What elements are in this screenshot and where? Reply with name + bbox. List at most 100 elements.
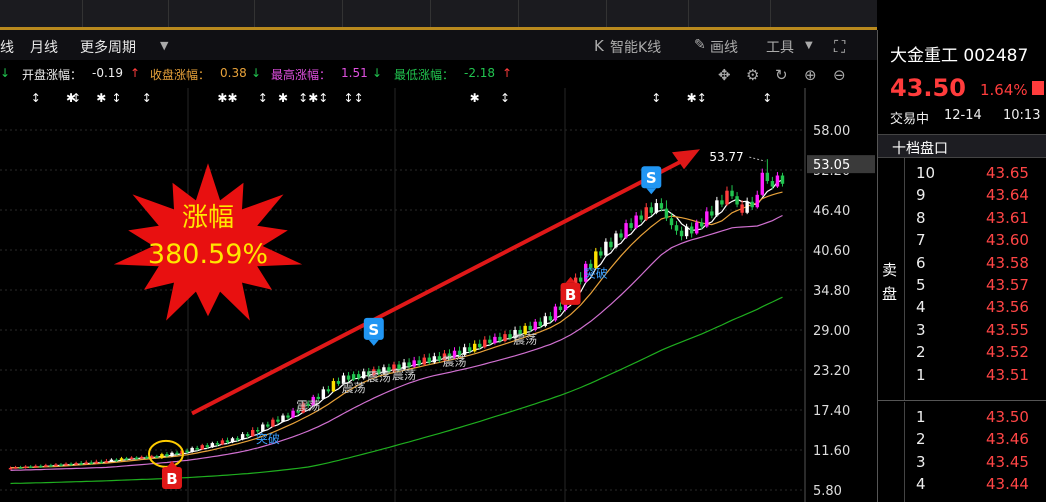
event-marker[interactable]: ✱ xyxy=(278,91,288,105)
level-number: 9 xyxy=(916,186,926,205)
refresh-icon[interactable]: ↻ xyxy=(775,66,788,84)
y-tick-label: 23.20 xyxy=(813,364,850,379)
event-marker[interactable]: ↕ xyxy=(111,91,121,105)
window-tab[interactable] xyxy=(168,0,255,30)
sell-level-row[interactable]: 2 43.52 xyxy=(904,343,1046,365)
candle-body xyxy=(533,321,537,330)
sell-level-row[interactable]: 4 43.56 xyxy=(904,298,1046,320)
y-tick-label: 5.80 xyxy=(813,484,842,499)
sell-level-row[interactable]: 1 43.51 xyxy=(904,366,1046,388)
candle-body xyxy=(250,430,255,437)
kline-chart[interactable]: 58.0052.2046.4040.6034.8029.0023.2017.40… xyxy=(0,88,877,502)
window-tab[interactable] xyxy=(688,0,771,30)
highlight-circle xyxy=(147,439,184,468)
signal-pointer xyxy=(368,339,379,346)
window-tab[interactable] xyxy=(342,0,431,30)
window-tab[interactable] xyxy=(254,0,343,30)
candle-body xyxy=(700,222,704,227)
event-marker[interactable]: ↕ xyxy=(651,91,661,105)
candle-body xyxy=(361,371,366,379)
candle-body xyxy=(619,233,623,238)
up-arrow-icon: ↑ xyxy=(502,66,513,80)
event-marker[interactable]: ↕ xyxy=(258,91,268,105)
tab-line[interactable]: 线 xyxy=(0,40,14,56)
window-tab[interactable] xyxy=(770,0,877,30)
window-tab-strip xyxy=(0,0,877,30)
zoom-out-icon[interactable]: ⊖ xyxy=(833,66,846,84)
event-marker[interactable]: ↕✱↕ xyxy=(298,91,328,105)
tools-dropdown-icon[interactable]: ▼ xyxy=(805,40,813,51)
sell-level-row[interactable]: 8 43.61 xyxy=(904,209,1046,231)
zoom-in-icon[interactable]: ⊕ xyxy=(804,66,817,84)
sell-level-row[interactable]: 6 43.58 xyxy=(904,254,1046,276)
window-tab[interactable] xyxy=(518,0,607,30)
rise-badge-value: 380.59% xyxy=(148,239,268,270)
move-icon[interactable]: ✥ xyxy=(718,66,731,84)
candle-body xyxy=(599,251,603,256)
buy-level-row[interactable]: 4 43.44 xyxy=(904,475,1046,497)
sell-level-row[interactable]: 7 43.60 xyxy=(904,231,1046,253)
event-marker[interactable]: ✱↕ xyxy=(687,91,707,105)
candle-body xyxy=(725,190,729,205)
high-price-annotation: 53.77 xyxy=(709,150,743,164)
candle-body xyxy=(346,375,351,380)
candle-body xyxy=(367,371,371,376)
candle-body xyxy=(634,215,638,228)
candle-body xyxy=(659,203,664,209)
event-marker[interactable]: ↕ xyxy=(500,91,510,105)
y-tick-label: 34.80 xyxy=(813,284,850,299)
sell-level-row[interactable]: 10 43.65 xyxy=(904,164,1046,186)
event-marker[interactable]: ↕↕ xyxy=(344,91,364,105)
event-marker[interactable]: ✱ xyxy=(66,91,76,105)
window-tab[interactable] xyxy=(0,0,83,30)
stock-code: 002487 xyxy=(963,46,1029,66)
candle-body xyxy=(710,211,714,216)
level-number: 10 xyxy=(916,164,936,182)
more-periods-dropdown-icon[interactable]: ▼ xyxy=(160,39,169,52)
candle-body xyxy=(306,403,310,406)
candle-body xyxy=(356,374,361,379)
window-tab[interactable] xyxy=(82,0,169,30)
fullscreen-icon[interactable]: ⛶ xyxy=(834,37,846,56)
buy-level-row[interactable]: 3 43.45 xyxy=(904,453,1046,475)
draw-line-button[interactable]: 画线 xyxy=(710,40,738,56)
buy-level-row[interactable]: 1 43.50 xyxy=(904,408,1046,430)
tools-button[interactable]: 工具 xyxy=(766,40,794,56)
tab-more-periods[interactable]: 更多周期 xyxy=(80,40,136,56)
candle-body xyxy=(609,241,613,248)
buy-level-row[interactable]: 2 43.46 xyxy=(904,430,1046,452)
signal-pointer xyxy=(646,188,657,195)
candle-body xyxy=(760,172,765,195)
event-marker[interactable]: ↕ xyxy=(762,91,772,105)
smart-k-line-button[interactable]: 智能K线 xyxy=(610,40,662,56)
sell-level-row[interactable]: 5 43.57 xyxy=(904,276,1046,298)
sell-signal-badge xyxy=(641,166,662,189)
level-price: 43.45 xyxy=(986,452,1029,471)
settings-icon[interactable]: ⚙ xyxy=(746,66,760,84)
event-marker[interactable]: ↕ xyxy=(142,91,152,105)
sell-level-row[interactable]: 9 43.64 xyxy=(904,186,1046,208)
candle-body xyxy=(407,362,411,367)
candle-body xyxy=(377,369,381,374)
orderbook-divider xyxy=(904,158,905,400)
event-marker[interactable]: ↕ xyxy=(31,91,41,105)
candle-body xyxy=(54,464,58,466)
candle-body xyxy=(119,458,124,461)
event-marker[interactable]: ✱ xyxy=(470,91,480,105)
candle-body xyxy=(49,465,53,467)
panel-divider xyxy=(877,30,878,502)
window-tab[interactable] xyxy=(606,0,689,30)
candle-body xyxy=(205,445,210,448)
window-tab[interactable] xyxy=(430,0,519,30)
open-change-label: 开盘涨幅： xyxy=(22,68,83,82)
tab-monthly[interactable]: 月线 xyxy=(30,40,58,56)
sell-level-row[interactable]: 3 43.55 xyxy=(904,321,1046,343)
candle-body xyxy=(145,456,149,459)
candle-body xyxy=(412,360,416,367)
event-marker[interactable]: ✱ xyxy=(96,91,106,105)
candle-body xyxy=(740,204,744,213)
moving-average-line xyxy=(10,179,783,469)
event-marker[interactable]: ↕ xyxy=(71,91,81,105)
candle-body xyxy=(84,462,88,464)
event-marker[interactable]: ✱✱ xyxy=(217,91,237,105)
